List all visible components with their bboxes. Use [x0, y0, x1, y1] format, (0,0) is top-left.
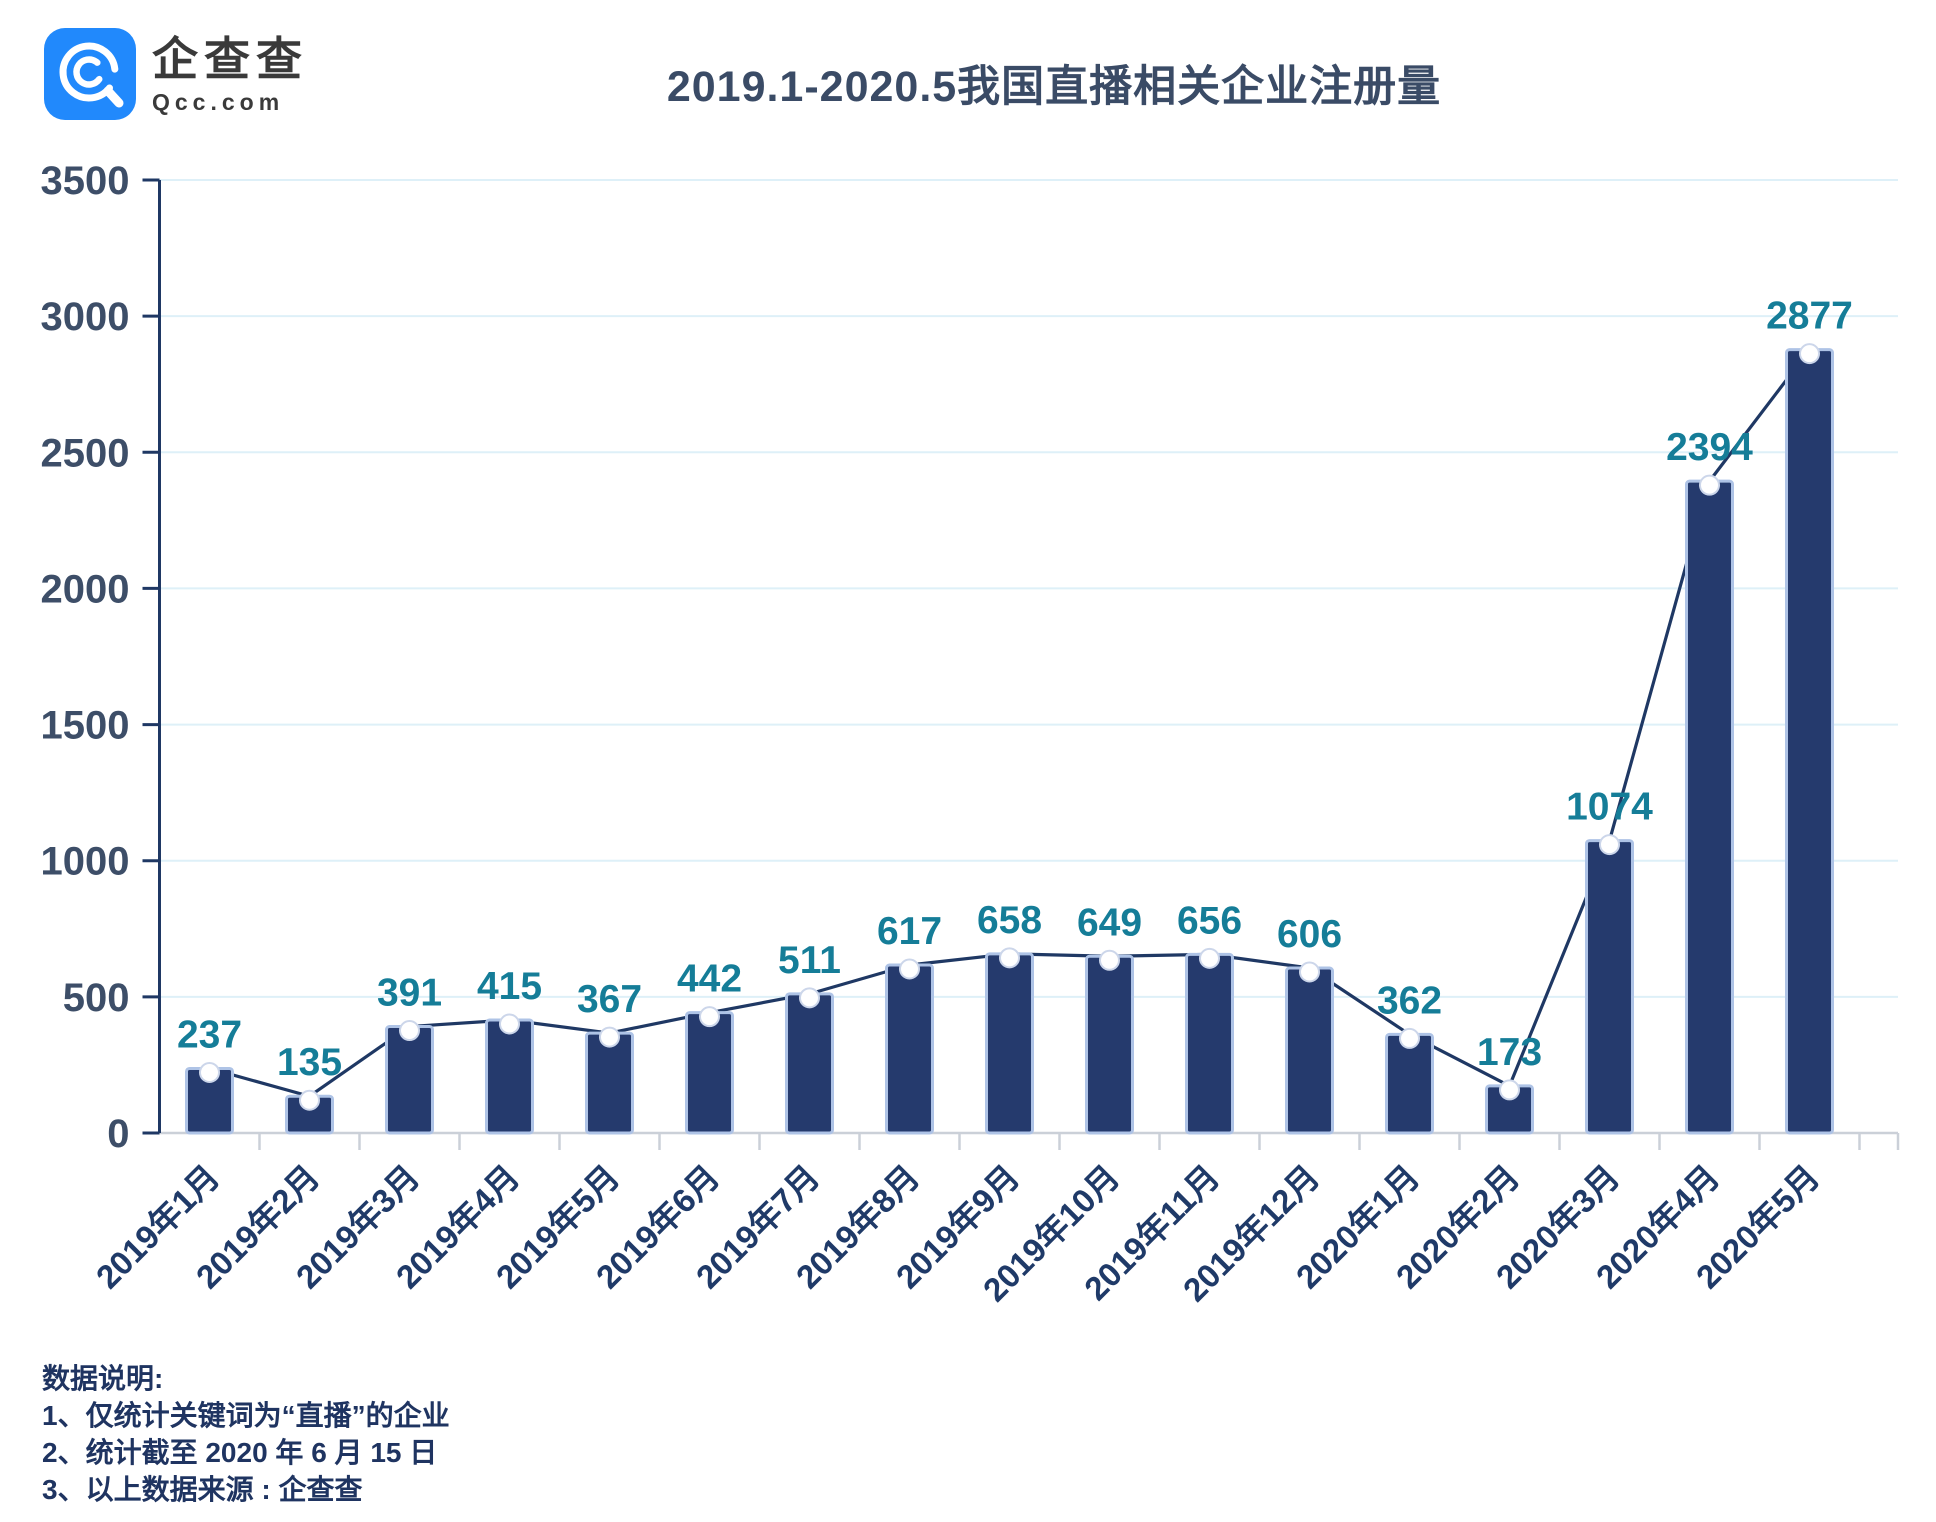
bar-2019年3月: [385, 1025, 434, 1135]
qcc-logo: 企查查 Qcc.com: [44, 28, 308, 120]
bar-2020年1月: [1385, 1032, 1434, 1135]
y-tick-label-2500: 2500: [41, 431, 130, 475]
bar-2019年5月: [585, 1031, 634, 1135]
marker-2020年3月: [1599, 834, 1620, 856]
value-label-2019年11月: 656: [1177, 899, 1242, 942]
marker-2019年2月: [299, 1089, 320, 1111]
value-label-2020年1月: 362: [1377, 979, 1442, 1022]
qcc-logo-icon: [44, 28, 136, 120]
marker-2019年5月: [599, 1026, 620, 1048]
value-label-2019年5月: 367: [577, 978, 642, 1021]
bar-2019年11月: [1185, 952, 1234, 1135]
footnote-heading: 数据说明:: [42, 1363, 164, 1394]
y-tick-label-500: 500: [63, 976, 130, 1020]
value-label-2020年3月: 1074: [1566, 786, 1653, 829]
value-label-2019年6月: 442: [677, 958, 742, 1001]
marker-2019年12月: [1299, 961, 1320, 983]
marker-2019年8月: [899, 958, 920, 980]
value-label-2019年3月: 391: [377, 972, 442, 1015]
value-label-2019年1月: 237: [177, 1013, 242, 1056]
value-label-2019年4月: 415: [477, 965, 542, 1008]
footnote-item: 3、以上数据来源 : 企查查: [42, 1474, 363, 1505]
qcc-brand-domain: Qcc.com: [152, 88, 285, 115]
value-label-2019年8月: 617: [877, 910, 942, 953]
marker-2020年2月: [1499, 1079, 1520, 1101]
marker-2019年6月: [699, 1006, 720, 1028]
value-label-2019年7月: 511: [778, 939, 841, 982]
marker-2019年4月: [499, 1013, 520, 1035]
bar-2020年4月: [1685, 479, 1734, 1135]
value-label-2020年2月: 173: [1477, 1031, 1542, 1074]
bar-2019年9月: [985, 952, 1034, 1135]
value-label-2019年9月: 658: [977, 899, 1042, 942]
marker-2019年3月: [399, 1020, 420, 1042]
bar-2019年7月: [785, 992, 834, 1135]
marker-2019年10月: [1099, 949, 1120, 971]
marker-2019年7月: [799, 987, 820, 1009]
y-tick-label-1000: 1000: [41, 840, 130, 884]
value-label-2020年5月: 2877: [1766, 295, 1853, 338]
marker-2019年11月: [1199, 947, 1220, 969]
footnotes: 数据说明: 1、仅统计关键词为“直播”的企业 2、统计截至 2020 年 6 月…: [42, 1360, 450, 1508]
bar-2019年8月: [885, 963, 934, 1135]
y-tick-label-1500: 1500: [41, 704, 130, 748]
qcc-logo-text: 企查查 Qcc.com: [152, 33, 308, 116]
marker-2020年5月: [1799, 343, 1820, 365]
bar-2019年6月: [685, 1011, 734, 1135]
value-label-2019年12月: 606: [1277, 913, 1342, 956]
bar-2019年10月: [1085, 954, 1134, 1135]
footnote-item: 2、统计截至 2020 年 6 月 15 日: [42, 1437, 438, 1468]
chart-title: 2019.1-2020.5我国直播相关企业注册量: [666, 63, 1442, 111]
bar-2019年4月: [485, 1018, 534, 1135]
bar-2019年12月: [1285, 966, 1334, 1135]
y-tick-label-2000: 2000: [41, 567, 130, 611]
y-tick-label-3500: 3500: [41, 159, 130, 203]
bar-2020年5月: [1785, 348, 1834, 1135]
marker-2019年1月: [199, 1061, 220, 1083]
marker-2020年4月: [1699, 474, 1720, 496]
value-label-2019年10月: 649: [1077, 901, 1142, 944]
value-label-2020年4月: 2394: [1666, 426, 1753, 469]
marker-2019年9月: [999, 947, 1020, 969]
value-label-2019年2月: 135: [277, 1041, 342, 1084]
marker-2020年1月: [1399, 1027, 1420, 1049]
qcc-brand-name: 企查查: [152, 32, 308, 85]
y-tick-label-0: 0: [107, 1112, 129, 1156]
bar-2020年3月: [1585, 839, 1634, 1135]
y-tick-label-3000: 3000: [41, 295, 130, 339]
footnote-item: 1、仅统计关键词为“直播”的企业: [42, 1400, 450, 1431]
